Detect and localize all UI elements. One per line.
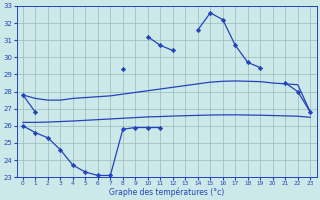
- X-axis label: Graphe des températures (°c): Graphe des températures (°c): [109, 187, 224, 197]
